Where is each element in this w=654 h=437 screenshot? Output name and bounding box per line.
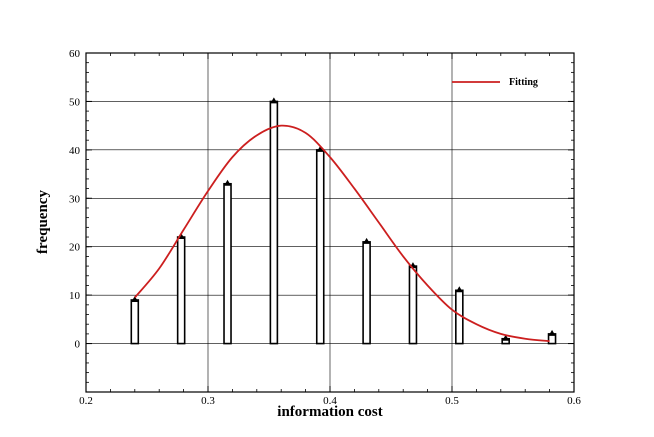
axis-ticks: 0.2 0.3 0.4 0.5 0.6 0 10 20 30 40 50 60 (69, 48, 581, 407)
x-tick-label: 0.4 (323, 395, 337, 407)
x-tick-label: 0.2 (79, 395, 93, 407)
y-tick-label: 30 (69, 193, 81, 205)
x-tick-label: 0.5 (445, 395, 459, 407)
bar-marker (455, 286, 463, 293)
x-tick-label: 0.6 (567, 395, 581, 407)
x-tick-label: 0.3 (201, 395, 215, 407)
bar (269, 100, 279, 345)
bar (176, 236, 186, 345)
y-tick-label: 10 (69, 290, 81, 302)
x-axis-title: information cost (277, 404, 382, 420)
bar-marker (316, 145, 324, 152)
bar-marker (270, 97, 278, 104)
bar-marker (548, 329, 556, 336)
bar-marker (131, 295, 139, 302)
fitting-line (134, 124, 550, 343)
y-axis-title: frequency (35, 190, 51, 254)
bar (362, 241, 371, 345)
y-tick-label: 0 (75, 339, 81, 351)
bar (130, 299, 140, 345)
legend-label-fitting: Fitting (509, 77, 538, 88)
y-tick-label: 60 (69, 48, 81, 60)
legend: Fitting (452, 77, 538, 88)
bar (315, 149, 325, 345)
bar-marker (502, 334, 510, 341)
bar (408, 265, 418, 345)
grid (86, 53, 574, 392)
y-tick-label: 40 (69, 145, 81, 157)
bar-marker (363, 237, 371, 244)
bar (223, 182, 232, 345)
y-tick-label: 20 (69, 242, 81, 254)
fit-line-layer (134, 124, 550, 343)
bar-marker (224, 179, 232, 186)
y-tick-label: 50 (69, 96, 81, 108)
bars (130, 97, 557, 345)
